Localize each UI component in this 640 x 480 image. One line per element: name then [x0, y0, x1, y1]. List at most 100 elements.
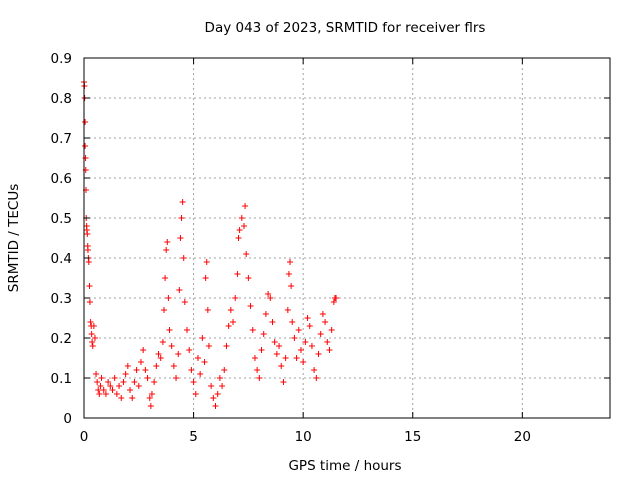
data-point — [89, 339, 96, 345]
data-point — [201, 359, 208, 365]
data-point — [308, 343, 315, 349]
data-point — [262, 311, 269, 317]
data-point — [173, 375, 180, 381]
data-point — [295, 327, 302, 333]
data-point — [122, 371, 129, 377]
data-point — [165, 295, 172, 301]
data-point — [105, 379, 112, 385]
data-point — [153, 363, 160, 369]
data-point — [86, 299, 93, 305]
data-point — [265, 291, 272, 297]
data-point — [205, 343, 212, 349]
data-point — [177, 235, 184, 241]
data-point — [324, 339, 331, 345]
data-point — [192, 391, 199, 397]
data-point — [202, 275, 209, 281]
data-point — [162, 275, 169, 281]
data-point — [260, 331, 267, 337]
data-point — [232, 295, 239, 301]
data-point — [87, 319, 94, 325]
y-tick-label: 0.8 — [51, 91, 72, 107]
data-point — [221, 367, 228, 373]
x-tick-label: 0 — [80, 429, 89, 445]
data-point — [285, 271, 292, 277]
x-tick-label: 15 — [404, 429, 421, 445]
data-point — [203, 259, 210, 265]
data-point — [300, 359, 307, 365]
data-point — [258, 347, 265, 353]
y-tick-label: 0.5 — [51, 211, 72, 227]
data-point — [311, 367, 318, 373]
data-point — [107, 383, 114, 389]
data-point — [94, 379, 101, 385]
data-point — [147, 403, 154, 409]
data-point — [127, 387, 134, 393]
data-point — [89, 343, 96, 349]
y-tick-label: 0.1 — [51, 371, 72, 387]
data-point — [267, 295, 274, 301]
y-tick-label: 0.2 — [51, 331, 72, 347]
data-point — [159, 339, 166, 345]
y-tick-label: 0 — [63, 411, 72, 427]
data-point — [282, 355, 289, 361]
data-point — [95, 387, 102, 393]
data-point — [116, 383, 123, 389]
data-point — [315, 351, 322, 357]
data-point — [180, 255, 187, 261]
data-point — [216, 375, 223, 381]
data-point — [140, 347, 147, 353]
data-point — [210, 395, 217, 401]
data-point — [284, 307, 291, 313]
data-point — [166, 327, 173, 333]
x-tick-label: 5 — [189, 429, 198, 445]
data-point — [93, 371, 100, 377]
data-point — [235, 235, 242, 241]
data-point — [240, 223, 247, 229]
data-point — [306, 323, 313, 329]
data-point — [135, 383, 142, 389]
data-point — [219, 383, 226, 389]
data-point — [131, 379, 138, 385]
data-point — [293, 355, 300, 361]
data-point — [236, 227, 243, 233]
data-point — [289, 319, 296, 325]
data-point — [223, 343, 230, 349]
data-point — [100, 387, 107, 393]
data-point — [124, 363, 131, 369]
data-point — [297, 347, 304, 353]
data-point — [144, 375, 151, 381]
data-point — [146, 395, 153, 401]
data-point — [86, 283, 93, 289]
data-point — [247, 303, 254, 309]
data-point — [186, 347, 193, 353]
data-point — [208, 383, 215, 389]
data-point — [88, 331, 95, 337]
data-point — [176, 287, 183, 293]
data-point — [151, 379, 158, 385]
data-point — [319, 311, 326, 317]
tick-marks — [83, 57, 610, 419]
data-point — [242, 203, 249, 209]
data-point — [113, 391, 120, 397]
data-point — [278, 363, 285, 369]
data-point — [90, 323, 97, 329]
chart-title: Day 043 of 2023, SRMTID for receiver flr… — [205, 20, 486, 36]
data-point — [148, 391, 155, 397]
data-point — [102, 391, 109, 397]
data-point — [230, 319, 237, 325]
data-point — [276, 343, 283, 349]
data-point — [178, 215, 185, 221]
data-point — [291, 335, 298, 341]
data-point — [111, 375, 118, 381]
data-point — [120, 379, 127, 385]
data-point — [84, 247, 91, 253]
plot-frame — [83, 57, 611, 419]
data-point — [157, 355, 164, 361]
data-point — [96, 391, 103, 397]
y-tick-label: 0.7 — [51, 131, 72, 147]
data-point — [82, 119, 89, 125]
data-point — [137, 359, 144, 365]
data-point — [271, 339, 278, 345]
